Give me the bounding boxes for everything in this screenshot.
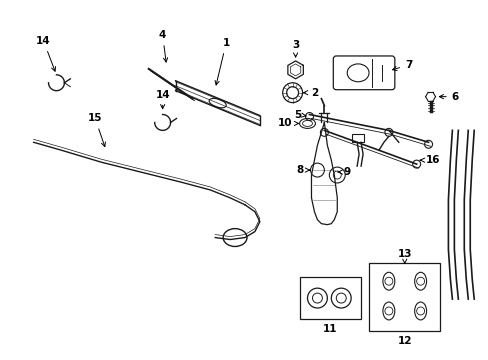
Text: 13: 13 [397,249,411,263]
Bar [299,277,360,319]
Text: 1: 1 [215,38,229,85]
Text: 5: 5 [293,109,306,120]
Bar [351,134,364,142]
Text: 8: 8 [295,165,309,175]
Text: 4: 4 [159,30,167,62]
Text: 10: 10 [277,118,298,129]
Text: 14: 14 [155,90,170,109]
Text: 2: 2 [303,88,317,98]
Text: 16: 16 [420,155,440,165]
Text: 11: 11 [323,324,337,334]
Bar [368,264,440,331]
Text: 15: 15 [88,113,105,147]
Text: 9: 9 [337,167,350,177]
Text: 6: 6 [439,92,458,102]
Text: 3: 3 [291,40,299,57]
Text: 14: 14 [36,36,56,71]
Text: 12: 12 [397,336,411,346]
Text: 7: 7 [392,60,411,71]
